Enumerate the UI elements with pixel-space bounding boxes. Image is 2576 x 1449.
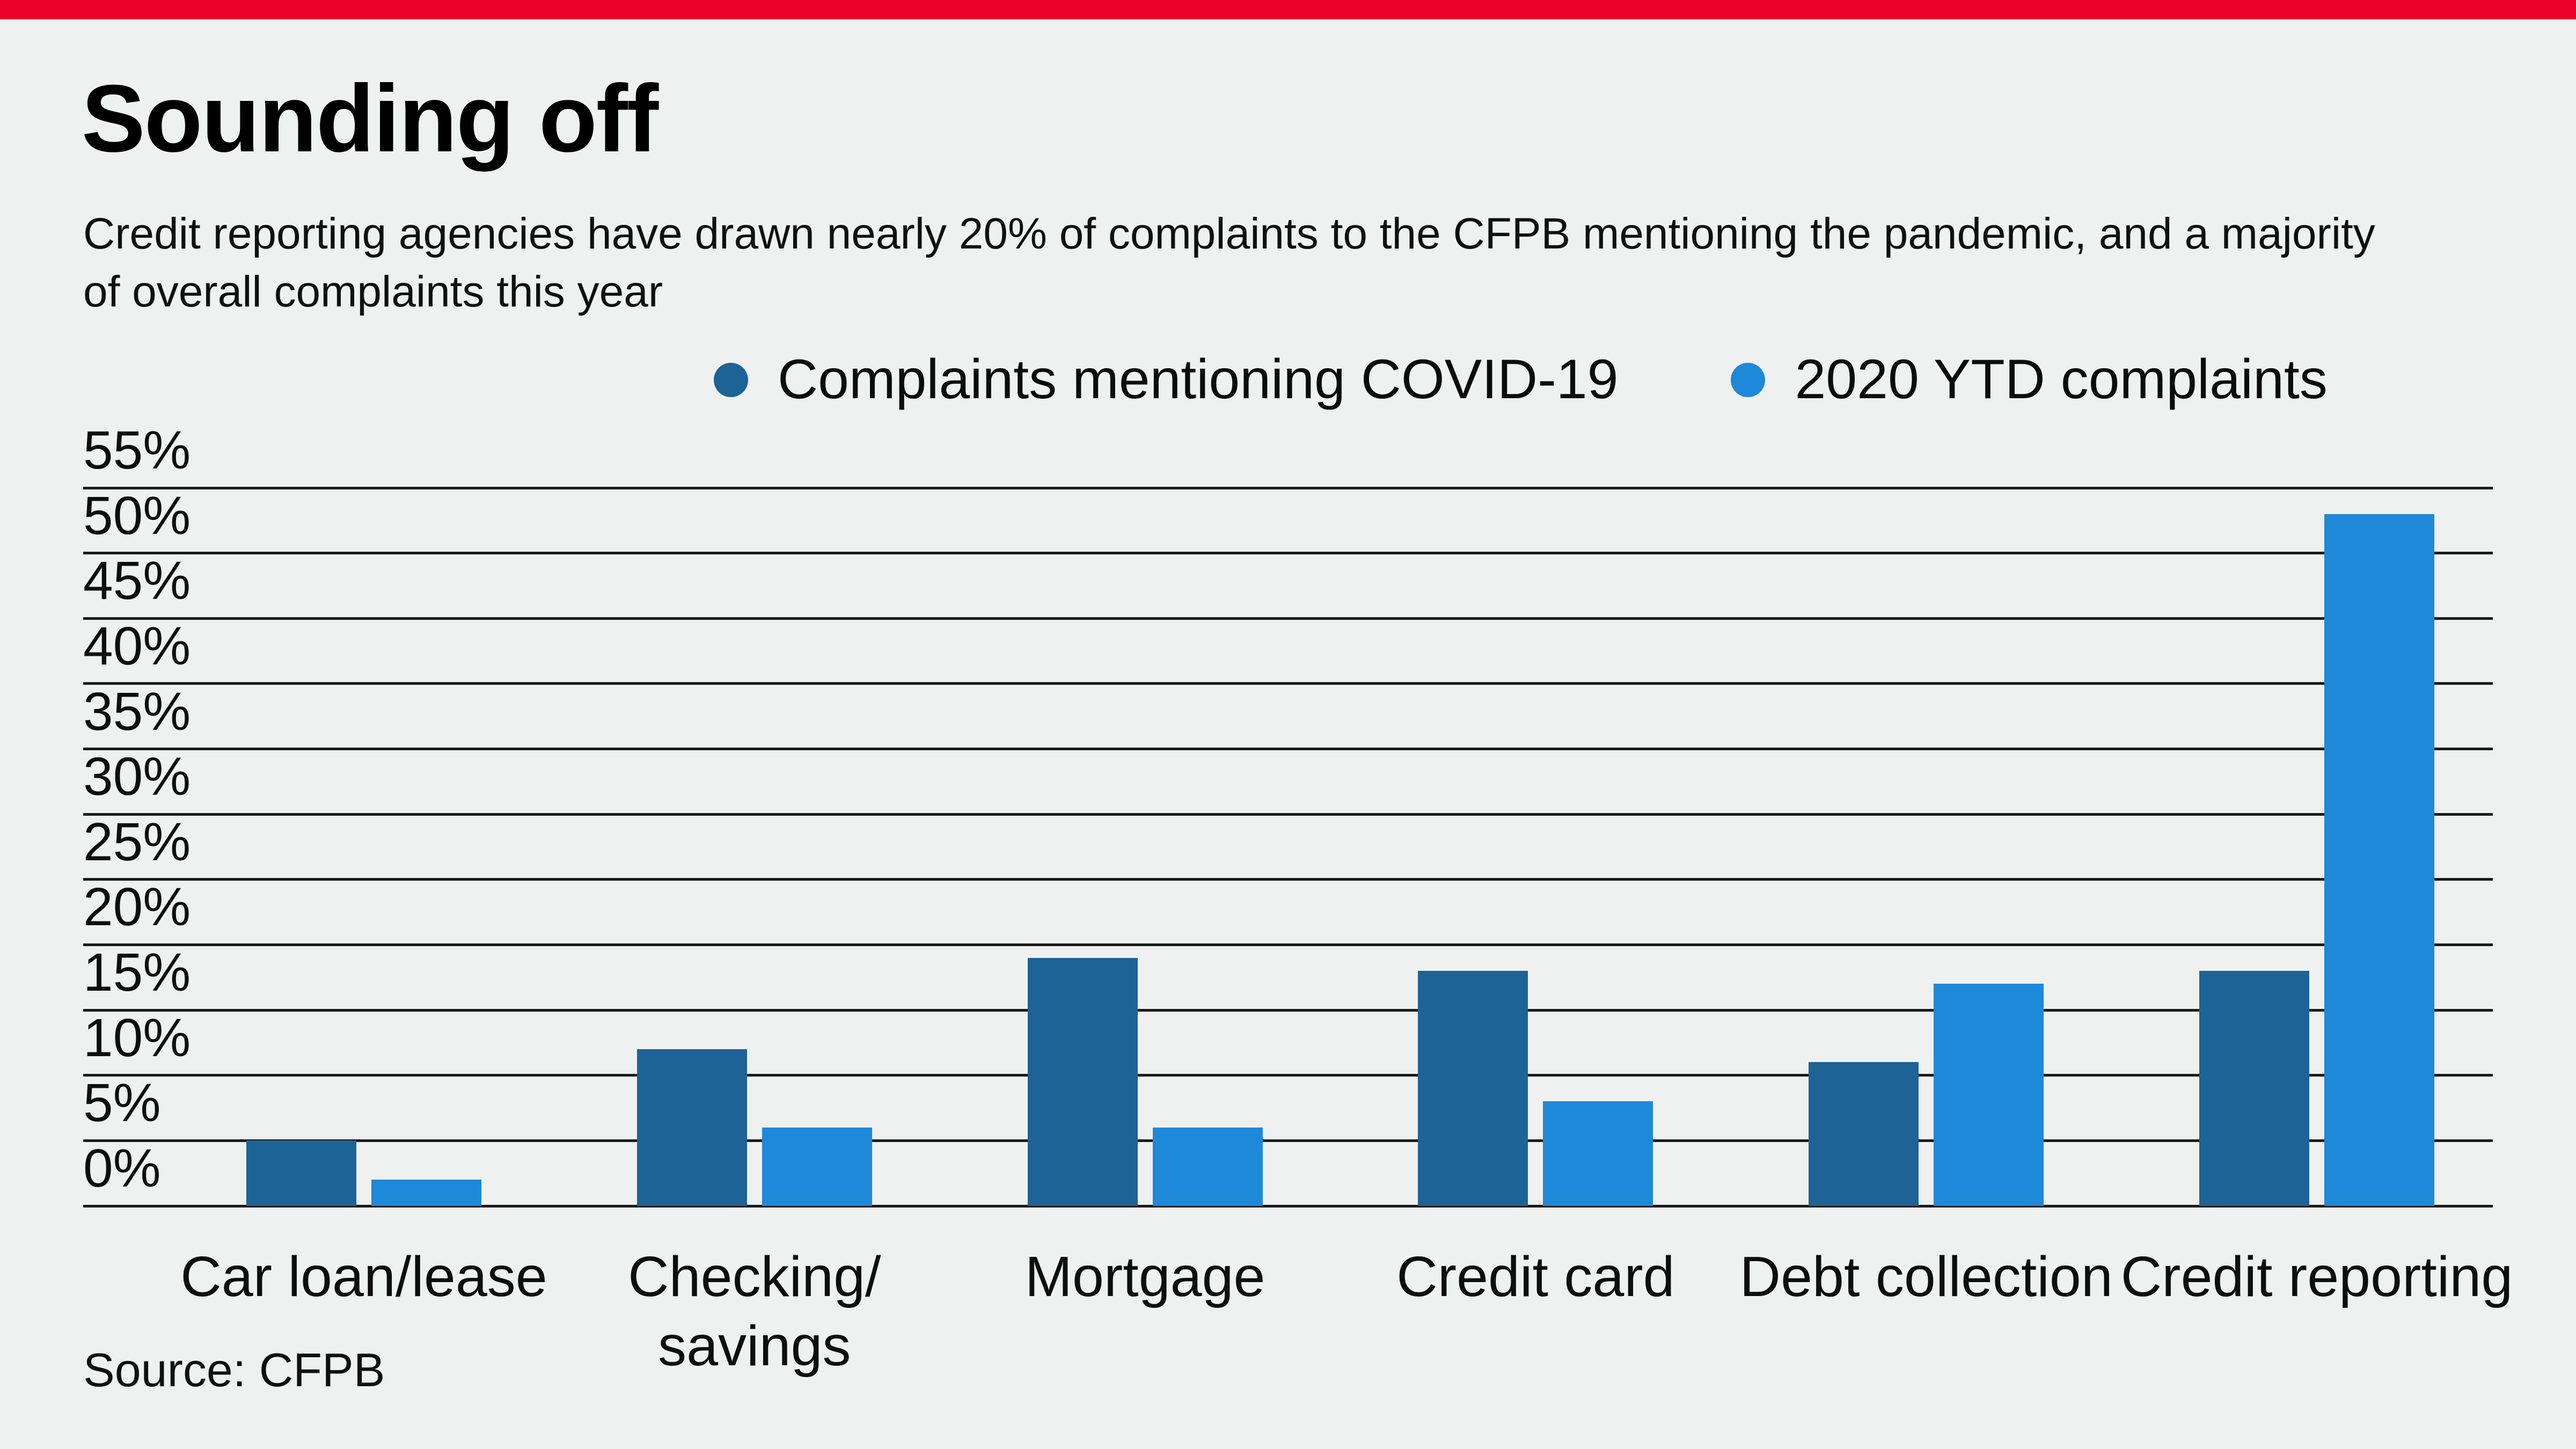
legend-dot-icon [714,362,748,397]
chart-legend: Complaints mentioning COVID-19 2020 YTD c… [714,348,2328,412]
gridline-25 [83,878,2493,881]
gridline-50 [83,552,2493,555]
gridline-35 [83,748,2493,751]
bar-covid-4 [1418,971,1528,1206]
x-category-label-6: Credit reporting [2120,1245,2513,1308]
x-category-label-3: Mortgage [1024,1245,1265,1308]
legend-label: Complaints mentioning COVID-19 [778,348,1619,411]
y-tick-label-40: 40% [83,616,191,676]
bar-ytd-1 [371,1180,481,1206]
y-tick-label-35: 35% [83,681,191,742]
legend-item-2: 2020 YTD complaints [1731,348,2328,412]
gridline-45 [83,617,2493,620]
bar-covid-2 [636,1049,747,1206]
x-category-label-2: Checking/ savings [628,1245,881,1378]
gridline-15 [83,1008,2493,1012]
bar-ytd-6 [2324,514,2434,1206]
y-tick-label-0: 0% [83,1138,161,1198]
chart-subtitle: Credit reporting agencies have drawn nea… [83,209,2375,317]
gridline-55 [83,486,2493,489]
gridline-30 [83,813,2493,816]
y-tick-label-45: 45% [83,551,191,611]
source-note: Source: CFPB [83,1343,385,1396]
gridline-0 [83,1204,2493,1208]
bar-ytd-3 [1152,1128,1263,1206]
bar-ytd-2 [762,1128,872,1206]
gridline-40 [83,682,2493,685]
bar-ytd-4 [1543,1101,1653,1206]
bar-covid-6 [2199,971,2309,1206]
bar-covid-5 [1809,1062,1919,1206]
y-tick-label-5: 5% [83,1073,161,1133]
gridline-10 [83,1074,2493,1077]
legend-item-1: Complaints mentioning COVID-19 [714,348,1618,412]
y-tick-label-20: 20% [83,877,191,938]
top-accent-bar [0,0,2576,19]
gridline-20 [83,943,2493,946]
gridline-5 [83,1139,2493,1142]
x-category-label-4: Credit card [1396,1245,1675,1308]
bar-ytd-5 [1934,984,2044,1206]
x-category-label-1: Car loan/lease [180,1245,547,1308]
y-tick-label-30: 30% [83,747,191,807]
bar-covid-3 [1027,957,1138,1206]
y-tick-label-25: 25% [83,811,191,872]
chart-title: Sounding off [82,65,658,172]
legend-dot-icon [1731,362,1766,397]
y-tick-label-15: 15% [83,942,191,1003]
bar-covid-1 [246,1140,356,1206]
y-tick-label-10: 10% [83,1007,191,1068]
x-category-label-5: Debt collection [1739,1245,2113,1308]
legend-label: 2020 YTD complaints [1795,348,2328,411]
y-tick-label-55: 55% [83,420,191,480]
y-tick-label-50: 50% [83,485,191,546]
